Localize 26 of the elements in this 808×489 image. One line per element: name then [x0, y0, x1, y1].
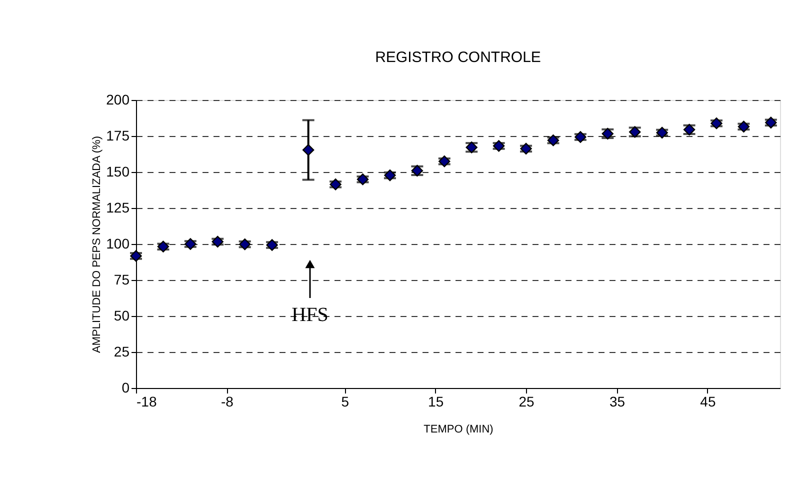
x-tick-label: 15 [428, 394, 444, 410]
y-tick-label: 175 [106, 128, 130, 144]
point [239, 238, 251, 250]
chart-title: REGISTRO CONTROLE [375, 49, 541, 66]
y-tick-label: 50 [114, 308, 130, 324]
annotation: HFS [292, 304, 328, 326]
x-tick-label: 25 [518, 394, 535, 410]
y-axis-title: AMPLITUDE DO PEPS NORMALIZADA (%) [91, 136, 104, 353]
y-tick-label: 200 [106, 92, 130, 108]
x-tick-label: -18 [136, 394, 157, 410]
point [438, 156, 450, 168]
x-tick-label: 45 [700, 394, 716, 410]
x-tick-label: 35 [609, 394, 626, 410]
y-tick-label: 0 [122, 380, 130, 396]
point [184, 238, 196, 250]
y-tick-label: 75 [114, 272, 130, 288]
point [130, 250, 142, 262]
y-tick-label: 125 [106, 200, 130, 216]
y-tick-label: 25 [114, 344, 130, 360]
x-tick-label: 5 [341, 394, 350, 410]
point [302, 144, 314, 156]
x-axis-title: TEMPO (MIN) [424, 424, 494, 436]
y-tick-label: 100 [106, 236, 130, 252]
point [574, 131, 586, 143]
y-tick-label: 150 [106, 164, 130, 180]
x-tick-label: -8 [220, 394, 234, 410]
